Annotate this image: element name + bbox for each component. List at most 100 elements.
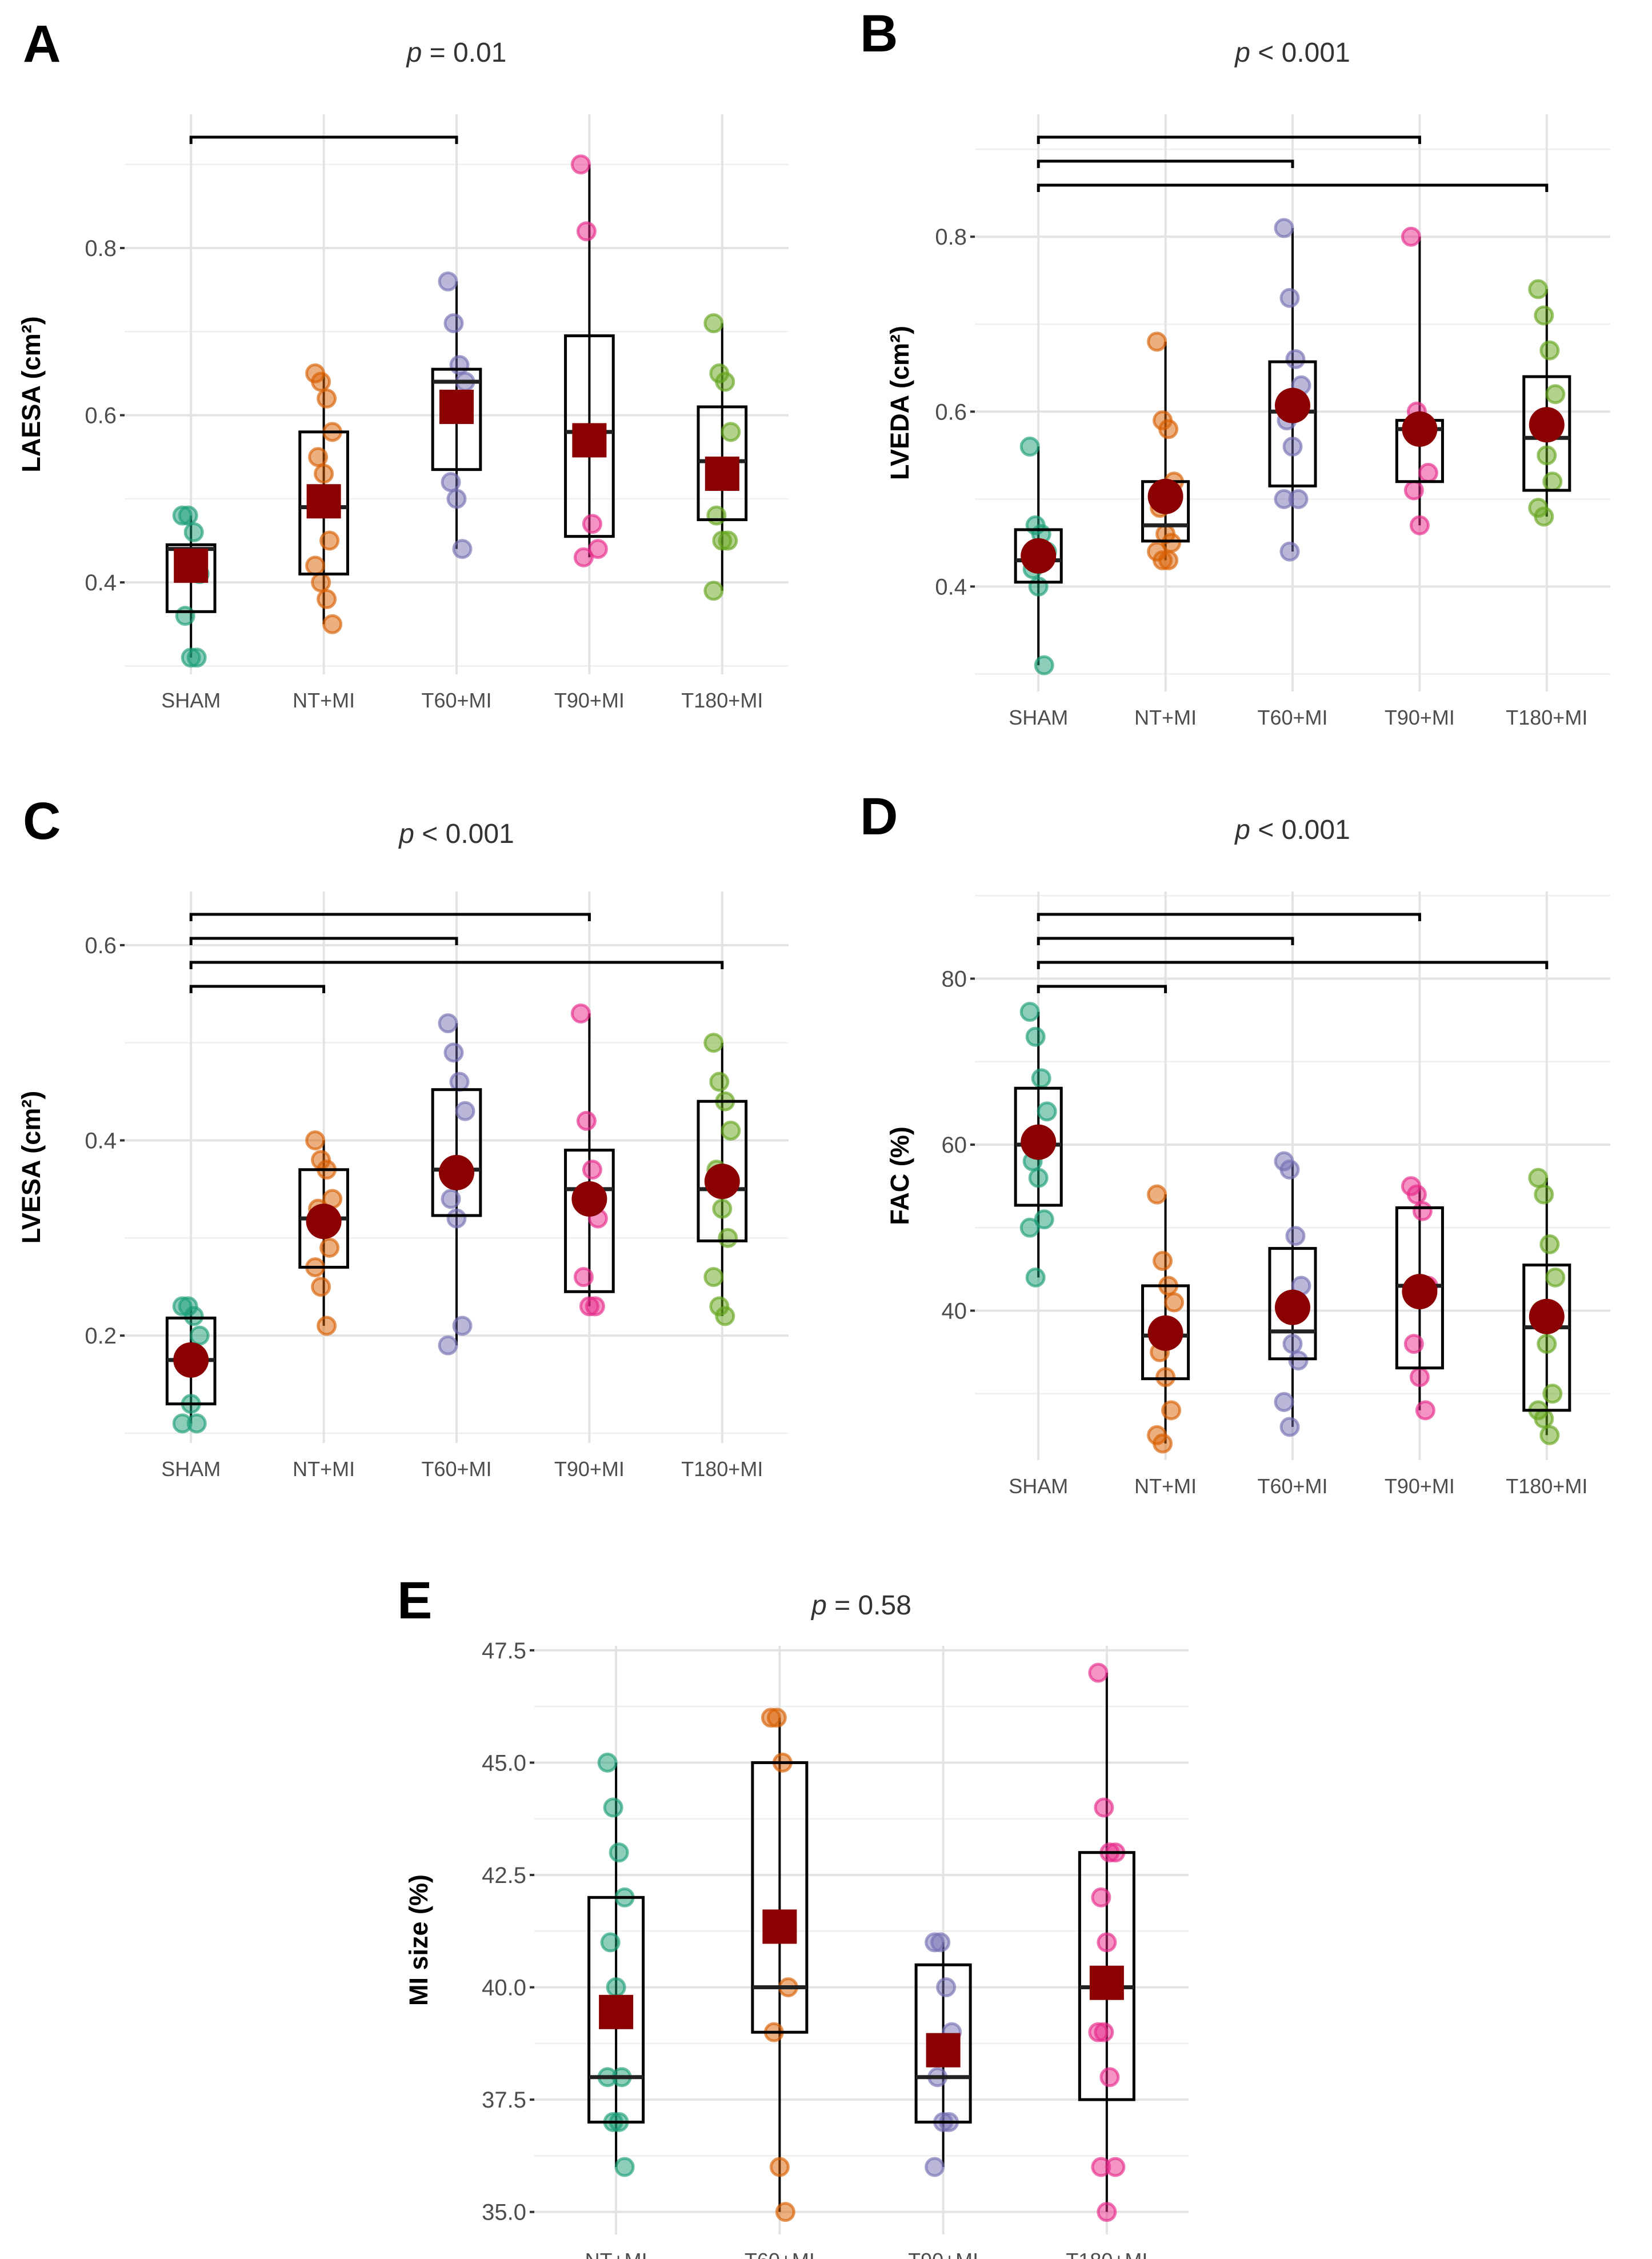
p-value-symbol: p [1234,38,1250,68]
mean-marker [1275,1289,1310,1325]
data-point [703,1033,724,1053]
mean-marker [1147,1315,1183,1351]
box-rect [1395,1206,1444,1370]
data-point [1534,1184,1554,1205]
data-point [305,555,326,576]
mean-marker [926,2033,961,2068]
p-value-text: < 0.001 [414,819,514,849]
group-T60+MI [1268,218,1317,562]
data-point [703,581,724,601]
box-rect [165,543,217,613]
data-point [1403,480,1424,501]
data-point [600,1932,621,1953]
group-SHAM [165,1296,217,1434]
x-tick-label: T180+MI [1506,706,1587,729]
box-rect [914,1963,972,2124]
box-rect [1268,360,1317,487]
data-point [311,1277,331,1297]
data-point [1537,445,1557,466]
y-axis-label: LVEDA (cm²) [885,326,914,480]
group-T180+MI [1522,279,1571,527]
data-point [189,1325,210,1346]
data-point [1153,1250,1173,1271]
data-point [587,539,608,559]
data-point [1528,1168,1549,1188]
box-rect [431,367,482,471]
box-rect [697,405,748,521]
box-rect [1268,1247,1317,1361]
data-point [186,647,207,668]
y-axis-label: LVESA (cm²) [17,1091,46,1244]
mean-marker [1529,1298,1565,1334]
data-point [1274,1392,1294,1412]
y-axis-label: MI size (%) [404,1874,433,2006]
data-point [175,606,195,626]
data-point [1158,550,1179,570]
x-tick-label: T180+MI [1066,2249,1147,2259]
data-point [721,1120,741,1141]
data-point [452,539,473,559]
data-point [172,1413,193,1434]
y-tick-label: 35.0 [482,2200,526,2225]
data-point [1025,1026,1046,1047]
data-point [1091,2157,1111,2177]
significance-bracket [1037,913,1421,921]
y-tick-label: 0.8 [85,236,117,261]
y-tick-label: 0.6 [85,403,117,429]
significance-bracket [1037,961,1549,969]
data-point [703,1267,724,1288]
data-point [1091,1887,1111,1908]
data-point [1409,515,1430,535]
data-point [455,1101,475,1121]
box-rect [1141,1284,1190,1381]
data-point [1097,2202,1117,2222]
panel-label: D [860,787,898,846]
box-rect [1014,1086,1063,1207]
x-tick-label: T60+MI [1257,706,1327,729]
data-point [319,530,340,551]
data-point [438,1013,458,1034]
y-tick-label: 0.4 [935,574,967,599]
data-point [1285,1226,1306,1246]
y-tick-label: 40 [942,1299,967,1324]
x-tick-label: NT+MI [293,689,355,712]
group-SHAM [165,505,217,668]
mean-marker [439,389,474,424]
panel-B: 0.4 0.6 0.8 SHAM NT+MI T60+MI T90+MI T180+MI LVE… [860,5,1610,729]
data-point [1545,1267,1566,1288]
data-point [317,388,337,409]
mean-marker [306,484,341,519]
y-tick-label: 45.0 [482,1750,526,1776]
data-point [712,1198,733,1219]
significance-bracket [1037,985,1167,993]
group-T90+MI [1395,1176,1444,1421]
data-point [573,547,594,567]
y-tick-label: 40.0 [482,1976,526,2001]
data-point [1019,1002,1040,1022]
data-point [1274,218,1294,238]
data-point [314,463,334,484]
data-point [721,422,741,442]
data-point [1161,1400,1182,1421]
box-rect [1522,375,1571,492]
x-tick-label: SHAM [1009,706,1068,729]
group-T180+MI [697,1033,748,1326]
data-point [1537,1334,1557,1354]
mean-marker [174,548,209,583]
data-point [1542,1384,1563,1404]
panel-A: 0.4 0.6 0.8 SHAM NT+MI T60+MI T90+MI T180+MI LAE… [17,15,789,712]
y-tick-label: 80 [942,967,967,992]
data-point [709,1071,730,1092]
group-T90+MI [1395,226,1444,535]
data-point [178,505,198,526]
mean-marker [306,1204,342,1240]
group-NT+MI [587,1752,645,2177]
p-value-title: p < 0.001 [1234,38,1350,68]
mean-marker [439,1154,474,1190]
x-tick-label: SHAM [1009,1474,1068,1498]
x-tick-label: T90+MI [554,1457,625,1481]
data-point [1539,340,1560,361]
data-point [606,1977,626,1998]
group-T60+MI [431,271,482,559]
data-point [1097,1932,1117,1953]
